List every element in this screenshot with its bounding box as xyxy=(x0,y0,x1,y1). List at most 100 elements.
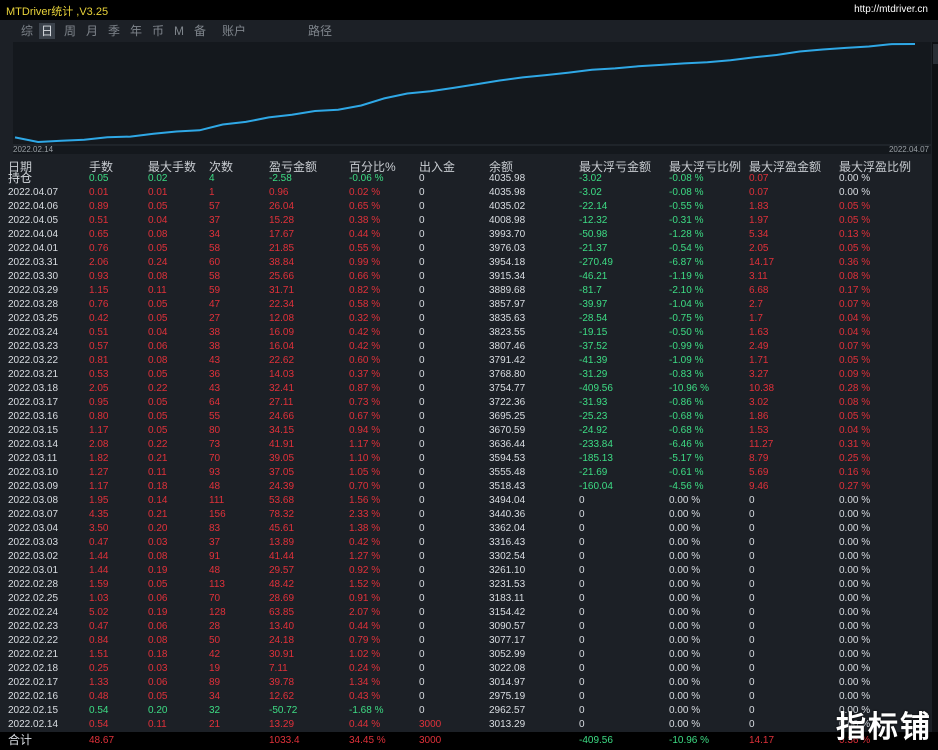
table-row[interactable]: 2022.03.09 1.17 0.18 48 24.39 0.70 % 0 3518.43 -… xyxy=(0,480,938,494)
chart-end-date: 2022.04.07 xyxy=(889,145,930,154)
column-header-date[interactable]: 日期 xyxy=(8,160,33,174)
tab-7[interactable]: M xyxy=(174,24,184,38)
column-header-pnl[interactable]: 盈亏金额 xyxy=(269,160,318,174)
scrollbar-thumb[interactable] xyxy=(933,44,938,64)
cell-date: 2022.03.02 xyxy=(8,551,59,562)
table-row[interactable]: 2022.02.16 0.48 0.05 34 12.62 0.43 % 0 2975.19 0… xyxy=(0,690,938,704)
table-row[interactable]: 2022.03.07 4.35 0.21 156 78.32 2.33 % 0 3440.36… xyxy=(0,508,938,522)
cell-pnl: 24.39 xyxy=(269,481,295,492)
cell-max-lots: 0.05 xyxy=(148,369,168,380)
cell-count: 113 xyxy=(209,579,225,590)
cell-date: 2022.03.14 xyxy=(8,439,59,450)
table-row[interactable]: 2022.03.21 0.53 0.05 36 14.03 0.37 % 0 3768.80 -… xyxy=(0,368,938,382)
cell-count: 64 xyxy=(209,397,221,408)
table-row[interactable]: 2022.02.25 1.03 0.06 70 28.69 0.91 % 0 3183.11 0… xyxy=(0,592,938,606)
cell-max-lots: 0.22 xyxy=(148,383,168,394)
cell-pnl: 29.57 xyxy=(269,565,295,576)
table-row[interactable]: 2022.02.18 0.25 0.03 19 7.11 0.24 % 0 3022.08 0 0… xyxy=(0,662,938,676)
table-row[interactable]: 2022.03.29 1.15 0.11 59 31.71 0.82 % 0 3889.68 -… xyxy=(0,284,938,298)
cell-max-lots: 0.20 xyxy=(148,705,168,716)
table-row[interactable]: 2022.03.14 2.08 0.22 73 41.91 1.17 % 0 3636.44 -… xyxy=(0,438,938,452)
table-row[interactable]: 2022.02.17 1.33 0.06 89 39.78 1.34 % 0 3014.97 0… xyxy=(0,676,938,690)
column-header-balance[interactable]: 余额 xyxy=(489,160,514,174)
table-row[interactable]: 2022.02.28 1.59 0.05 113 48.42 1.52 % 0 3231.53… xyxy=(0,578,938,592)
cell-io: 0 xyxy=(419,677,425,688)
table-row[interactable]: 2022.03.23 0.57 0.06 38 16.04 0.42 % 0 3807.46 -… xyxy=(0,340,938,354)
column-header-mfl-pct[interactable]: 最大浮亏比例 xyxy=(669,160,742,174)
cell-mfp: 0 xyxy=(749,649,755,660)
vertical-scrollbar[interactable] xyxy=(932,42,938,732)
tab-5[interactable]: 年 xyxy=(129,24,142,38)
tab-2[interactable]: 周 xyxy=(63,24,76,38)
column-header-mfp-pct[interactable]: 最大浮盈比例 xyxy=(839,160,912,174)
table-row[interactable]: 2022.03.17 0.95 0.05 64 27.11 0.73 % 0 3722.36 -… xyxy=(0,396,938,410)
table-row[interactable]: 2022.02.21 1.51 0.18 42 30.91 1.02 % 0 3052.99 0… xyxy=(0,648,938,662)
column-header-lots[interactable]: 手数 xyxy=(89,160,114,174)
cell-mfl: 0 xyxy=(579,565,585,576)
cell-balance: 3835.63 xyxy=(489,313,526,324)
cell-max-lots: 0.24 xyxy=(148,257,168,268)
table-row[interactable]: 2022.02.15 0.54 0.20 32 -50.72 -1.68 % 0 2962.5… xyxy=(0,704,938,718)
table-row[interactable]: 2022.02.24 5.02 0.19 128 63.85 2.07 % 0 3154.42… xyxy=(0,606,938,620)
table-row[interactable]: 2022.03.04 3.50 0.20 83 45.61 1.38 % 0 3362.04 0… xyxy=(0,522,938,536)
tab-4[interactable]: 季 xyxy=(107,24,120,38)
cell-date: 2022.03.17 xyxy=(8,397,59,408)
column-header-pct[interactable]: 百分比% xyxy=(349,160,396,174)
table-row[interactable]: 2022.03.11 1.82 0.21 70 39.05 1.10 % 0 3594.53 -… xyxy=(0,452,938,466)
cell-mfl: -25.23 xyxy=(579,411,608,422)
holding-row[interactable]: 持仓 0.05 0.02 4 -2.58 -0.06 % 0 4035.98 -3.02 -0.0… xyxy=(0,172,938,186)
cell-count: 48 xyxy=(209,481,221,492)
total-mfp-pct: 0.36 % xyxy=(839,735,871,746)
table-row[interactable]: 2022.02.23 0.47 0.06 28 13.40 0.44 % 0 3090.57 0… xyxy=(0,620,938,634)
cell-mfp: 8.79 xyxy=(749,453,769,464)
table-row[interactable]: 2022.03.31 2.06 0.24 60 38.84 0.99 % 0 3954.18 -… xyxy=(0,256,938,270)
cell-pnl: 63.85 xyxy=(269,607,295,618)
tab-3[interactable]: 月 xyxy=(85,24,98,38)
tab-0[interactable]: 综 xyxy=(20,24,33,38)
cell-date: 2022.02.16 xyxy=(8,691,59,702)
table-row[interactable]: 2022.03.30 0.93 0.08 58 25.66 0.66 % 0 3915.34 -… xyxy=(0,270,938,284)
table-row[interactable]: 2022.03.03 0.47 0.03 37 13.89 0.42 % 0 3316.43 0… xyxy=(0,536,938,550)
cell-balance: 3022.08 xyxy=(489,663,526,674)
column-header-io[interactable]: 出入金 xyxy=(419,160,456,174)
table-row[interactable]: 2022.02.22 0.84 0.08 50 24.18 0.79 % 0 3077.17 0… xyxy=(0,634,938,648)
tab-9[interactable]: 账户 xyxy=(221,24,246,38)
website-link[interactable]: http://mtdriver.cn xyxy=(854,4,928,15)
column-header-mfp[interactable]: 最大浮盈金额 xyxy=(749,160,822,174)
table-row[interactable]: 2022.03.16 0.80 0.05 55 24.66 0.67 % 0 3695.25 -… xyxy=(0,410,938,424)
table-row[interactable]: 2022.04.01 0.76 0.05 58 21.85 0.55 % 0 3976.03 -… xyxy=(0,242,938,256)
table-row[interactable]: 2022.04.06 0.89 0.05 57 26.04 0.65 % 0 4035.02 -… xyxy=(0,200,938,214)
column-header-max-lots[interactable]: 最大手数 xyxy=(148,160,197,174)
table-row[interactable]: 2022.03.08 1.95 0.14 111 53.68 1.56 % 0 3494.04… xyxy=(0,494,938,508)
cell-lots: 1.15 xyxy=(89,285,109,296)
table-row[interactable]: 2022.03.02 1.44 0.08 91 41.44 1.27 % 0 3302.54 0… xyxy=(0,550,938,564)
column-header-count[interactable]: 次数 xyxy=(209,160,234,174)
table-row[interactable]: 2022.04.04 0.65 0.08 34 17.67 0.44 % 0 3993.70 -… xyxy=(0,228,938,242)
cell-lots: 0.80 xyxy=(89,411,109,422)
tab-1[interactable]: 日 xyxy=(39,23,55,39)
cell-mfp-pct: 0.16 % xyxy=(839,467,871,478)
cell-mfl-pct: -0.83 % xyxy=(669,369,704,380)
tab-10[interactable]: 路径 xyxy=(307,24,332,38)
cell-max-lots: 0.05 xyxy=(148,313,168,324)
table-row[interactable]: 2022.03.28 0.76 0.05 47 22.34 0.58 % 0 3857.97 -… xyxy=(0,298,938,312)
cell-date: 2022.03.25 xyxy=(8,313,59,324)
cell-balance: 4035.98 xyxy=(489,173,526,184)
tab-8[interactable]: 备 xyxy=(193,24,206,38)
cell-lots: 0.81 xyxy=(89,355,109,366)
cell-mfl-pct: -10.96 % xyxy=(669,383,710,394)
table-row[interactable]: 2022.03.10 1.27 0.11 93 37.05 1.05 % 0 3555.48 -… xyxy=(0,466,938,480)
table-row[interactable]: 2022.03.15 1.17 0.05 80 34.15 0.94 % 0 3670.59 -… xyxy=(0,424,938,438)
table-row[interactable]: 2022.03.18 2.05 0.22 43 32.41 0.87 % 0 3754.77 -… xyxy=(0,382,938,396)
column-header-mfl[interactable]: 最大浮亏金额 xyxy=(579,160,652,174)
table-row[interactable]: 2022.03.01 1.44 0.19 48 29.57 0.92 % 0 3261.10 0… xyxy=(0,564,938,578)
table-row[interactable]: 2022.04.07 0.01 0.01 1 0.96 0.02 % 0 4035.98 -3.… xyxy=(0,186,938,200)
tab-6[interactable]: 币 xyxy=(151,24,164,38)
table-row[interactable]: 2022.03.22 0.81 0.08 43 22.62 0.60 % 0 3791.42 -… xyxy=(0,354,938,368)
table-row[interactable]: 2022.03.25 0.42 0.05 27 12.08 0.32 % 0 3835.63 -… xyxy=(0,312,938,326)
table-row[interactable]: 2022.04.05 0.51 0.04 37 15.28 0.38 % 0 4008.98 -… xyxy=(0,214,938,228)
table-row[interactable]: 2022.02.14 0.54 0.11 21 13.29 0.44 % 3000 3013.… xyxy=(0,718,938,732)
table-row[interactable]: 2022.03.24 0.51 0.04 38 16.09 0.42 % 0 3823.55 -… xyxy=(0,326,938,340)
cell-io: 0 xyxy=(419,523,425,534)
cell-pnl: 39.05 xyxy=(269,453,295,464)
